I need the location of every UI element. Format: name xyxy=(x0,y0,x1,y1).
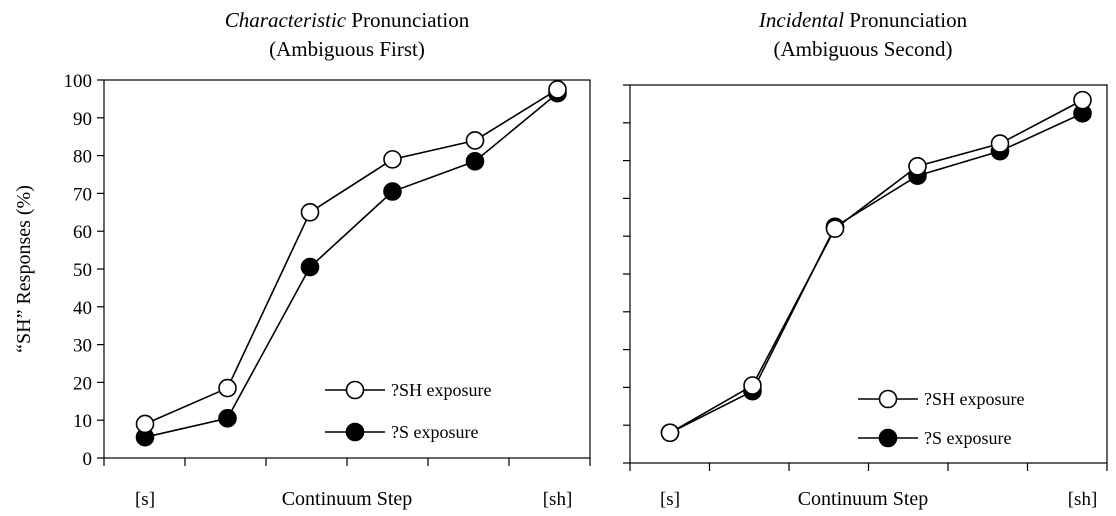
data-point-open xyxy=(1073,90,1092,110)
legend-marker xyxy=(878,389,898,409)
data-point-open xyxy=(743,376,762,395)
series-line xyxy=(669,112,1083,434)
y-tick-label: 10 xyxy=(73,411,92,432)
legend-label: ?S exposure xyxy=(391,422,478,442)
y-tick-label: 70 xyxy=(73,184,92,205)
data-point-filled xyxy=(300,257,320,277)
data-point-open xyxy=(135,414,155,434)
legend-label: ?SH exposure xyxy=(391,380,491,400)
plot-frame xyxy=(629,84,1108,464)
y-tick-label: 0 xyxy=(83,449,93,470)
y-tick-label: 40 xyxy=(73,298,92,319)
x-axis-label: Continuum Step xyxy=(798,488,929,510)
y-tick-label: 80 xyxy=(73,147,92,168)
chart-title-italic: Incidental xyxy=(758,8,844,32)
data-point-open xyxy=(660,423,680,443)
data-point-open xyxy=(383,150,402,169)
legend-label: ?S exposure xyxy=(924,428,1011,448)
x-tick-label: [sh] xyxy=(1068,489,1098,510)
chart-panel-2: Incidental Pronunciation (Ambiguous Secon… xyxy=(623,8,1108,510)
data-point-open xyxy=(908,156,927,176)
plot-frame xyxy=(103,79,591,459)
x-axis-label: Continuum Step xyxy=(282,488,413,510)
x-tick-label: [s] xyxy=(660,489,680,510)
y-tick-label: 100 xyxy=(64,71,93,92)
data-point-filled xyxy=(218,409,237,428)
y-tick-label: 20 xyxy=(73,373,92,394)
y-axis-label: “SH” Responses (%) xyxy=(13,185,35,353)
data-point-open xyxy=(300,203,320,222)
series-line xyxy=(669,99,1083,434)
chart-title: Incidental Pronunciation xyxy=(758,8,968,32)
legend-marker xyxy=(878,428,898,448)
y-tick-label: 60 xyxy=(73,222,92,243)
chart-subtitle: (Ambiguous Second) xyxy=(773,37,952,61)
series-line xyxy=(144,88,558,425)
data-point-open xyxy=(548,80,567,99)
chart-panel-1: Characteristic Pronunciation (Ambiguous F… xyxy=(13,8,591,510)
chart-subtitle: (Ambiguous First) xyxy=(269,37,425,61)
legend-label: ?SH exposure xyxy=(924,389,1024,409)
y-tick-label: 90 xyxy=(73,109,92,130)
x-tick-label: [sh] xyxy=(543,489,573,510)
chart-title-rest: Pronunciation xyxy=(346,8,470,32)
y-tick-label: 50 xyxy=(73,260,92,281)
data-point-open xyxy=(465,131,485,150)
x-tick-label: [s] xyxy=(135,489,155,510)
data-point-open xyxy=(990,134,1010,153)
legend-marker xyxy=(345,422,365,442)
chart-title: Characteristic Pronunciation xyxy=(225,8,470,32)
data-point-open xyxy=(218,378,237,398)
y-tick-label: 30 xyxy=(73,336,92,357)
data-point-filled xyxy=(465,151,485,171)
series-line xyxy=(144,92,559,438)
chart-title-rest: Pronunciation xyxy=(844,8,968,32)
legend-marker xyxy=(345,380,365,400)
data-point-open xyxy=(825,219,845,238)
data-point-filled xyxy=(383,182,402,201)
chart-title-italic: Characteristic xyxy=(225,8,347,32)
